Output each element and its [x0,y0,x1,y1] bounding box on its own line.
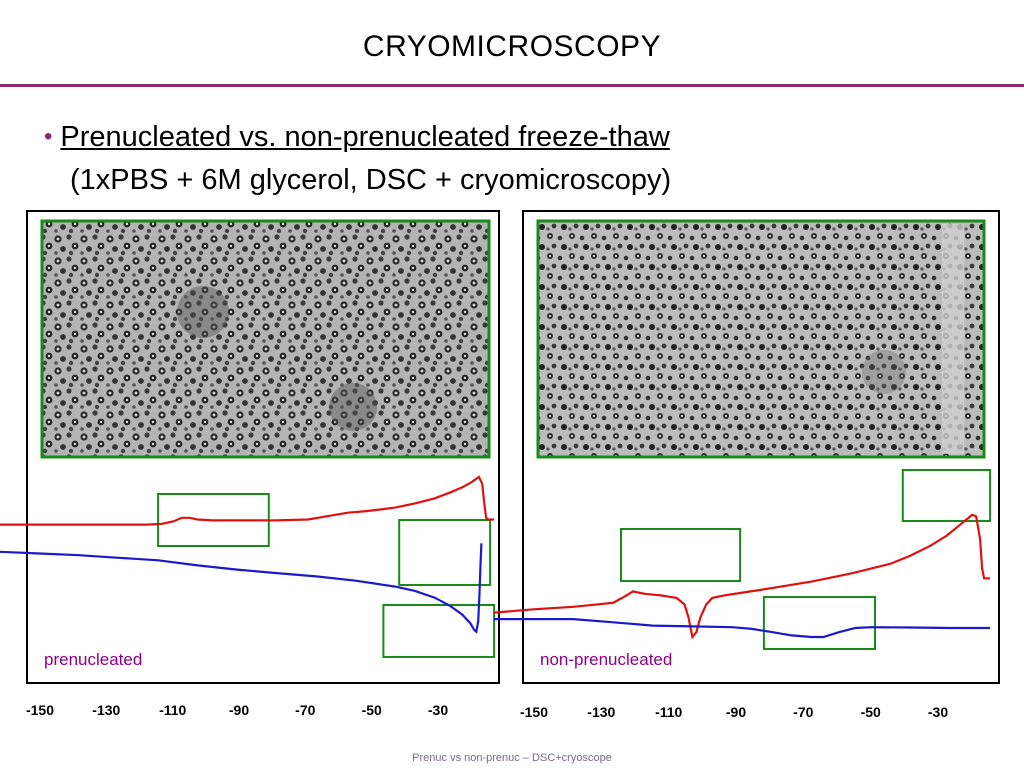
x-axis-ticks: -150 -130 -110 -90 -70 -50 -30 [520,704,948,720]
x-tick-label: -130 [92,702,120,718]
x-tick-label: -30 [928,704,948,720]
x-tick-label: -30 [428,702,448,718]
x-tick-label: -50 [362,702,382,718]
slide-title: CRYOMICROSCOPY [362,30,662,63]
x-tick-label: -90 [229,702,249,718]
x-tick-label: -130 [587,704,615,720]
photo-prenucleated [40,219,491,459]
x-tick-label: -70 [295,702,315,718]
panel-non-prenucleated: -150 -130 -110 -90 -70 -50 -30 non-prenucleate… [493,210,1000,720]
chart-label: non-prenucleated [540,650,672,669]
series-line-2 [494,618,991,639]
highlight-box [620,528,742,582]
chart-label: prenucleated [44,650,142,669]
x-tick-label: -150 [520,704,548,720]
panel-prenucleated: -150 -130 -110 -90 -70 -50 -30 prenucleated [0,210,500,718]
x-tick-label: -50 [861,704,881,720]
highlight-box [382,604,496,658]
highlight-boxes [620,469,992,650]
chart-non-prenucleated: -150 -130 -110 -90 -70 -50 -30 non-prenucleate… [493,219,992,720]
series-line-1 [493,513,991,640]
plot-lines [493,513,991,640]
bullet-icon: • [44,123,53,150]
x-tick-label: -110 [655,704,682,720]
highlight-box [762,596,876,650]
x-tick-label: -150 [26,702,54,718]
x-tick-label: -110 [159,702,186,718]
chart-prenucleated: -150 -130 -110 -90 -70 -50 -30 prenucleated [0,219,496,718]
highlight-boxes [157,493,496,658]
photo-non-prenucleated [536,219,986,459]
plot-lines [0,475,494,634]
highlight-box [901,469,992,522]
series-line-1 [0,475,494,526]
bullet-text: Prenucleated vs. non-prenucleated freeze… [60,121,670,153]
slide-footer: Prenuc vs non-prenuc – DSC+cryoscope [412,752,612,764]
x-tick-label: -70 [793,704,813,720]
series-line-2 [0,543,483,634]
bullet-point: • Prenucleated vs. non-prenucleated freez… [44,120,670,154]
x-tick-label: -90 [726,704,746,720]
highlight-box [398,519,492,586]
title-divider [0,84,1024,87]
bullet-subtext: (1xPBS + 6M glycerol, DSC + cryomicrosco… [70,164,672,196]
x-axis-ticks: -150 -130 -110 -90 -70 -50 -30 [26,702,448,718]
